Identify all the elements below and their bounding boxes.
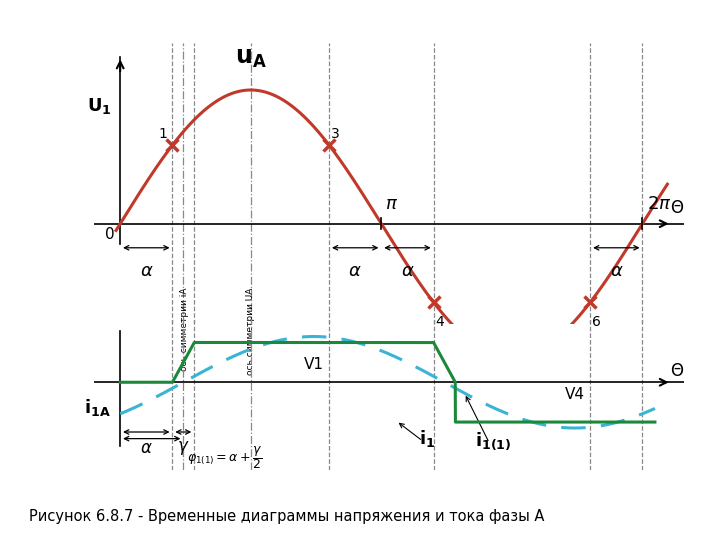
Text: $2\pi$: $2\pi$ xyxy=(647,195,671,213)
Text: $\gamma$: $\gamma$ xyxy=(177,439,189,457)
Text: $\alpha$: $\alpha$ xyxy=(400,262,414,280)
Text: $\pi$: $\pi$ xyxy=(385,195,399,213)
Text: 0: 0 xyxy=(105,227,115,242)
Text: $\mathbf{u_A}$: $\mathbf{u_A}$ xyxy=(235,46,266,70)
Text: $\alpha$: $\alpha$ xyxy=(348,262,362,280)
Text: $\Theta$: $\Theta$ xyxy=(670,362,685,380)
Text: $\mathbf{i_{1(1)}}$: $\mathbf{i_{1(1)}}$ xyxy=(475,430,512,452)
Text: V1: V1 xyxy=(304,357,324,372)
Text: 4: 4 xyxy=(435,315,444,329)
Text: 3: 3 xyxy=(330,127,339,141)
Text: $\alpha$: $\alpha$ xyxy=(140,262,153,280)
Text: $\varphi_{1(1)}=\alpha+\dfrac{\gamma}{2}$: $\varphi_{1(1)}=\alpha+\dfrac{\gamma}{2}… xyxy=(187,444,263,471)
Text: $\mathbf{i_1}$: $\mathbf{i_1}$ xyxy=(419,428,435,449)
Text: $\mathbf{i_{1A}}$: $\mathbf{i_{1A}}$ xyxy=(84,397,110,417)
Text: Рисунок 6.8.7 - Временные диаграммы напряжения и тока фазы А: Рисунок 6.8.7 - Временные диаграммы напр… xyxy=(29,509,544,524)
Text: $\alpha$: $\alpha$ xyxy=(610,262,623,280)
Text: ось симметрии UА: ось симметрии UА xyxy=(246,288,256,375)
Text: V4: V4 xyxy=(565,387,585,402)
Text: 6: 6 xyxy=(592,315,600,329)
Text: $\alpha$: $\alpha$ xyxy=(140,439,153,457)
Text: $\mathbf{U_1}$: $\mathbf{U_1}$ xyxy=(87,96,112,116)
Text: 1: 1 xyxy=(158,127,167,141)
Text: $\Theta$: $\Theta$ xyxy=(670,199,685,217)
Text: ось симметрии iА: ось симметрии iА xyxy=(181,288,189,372)
